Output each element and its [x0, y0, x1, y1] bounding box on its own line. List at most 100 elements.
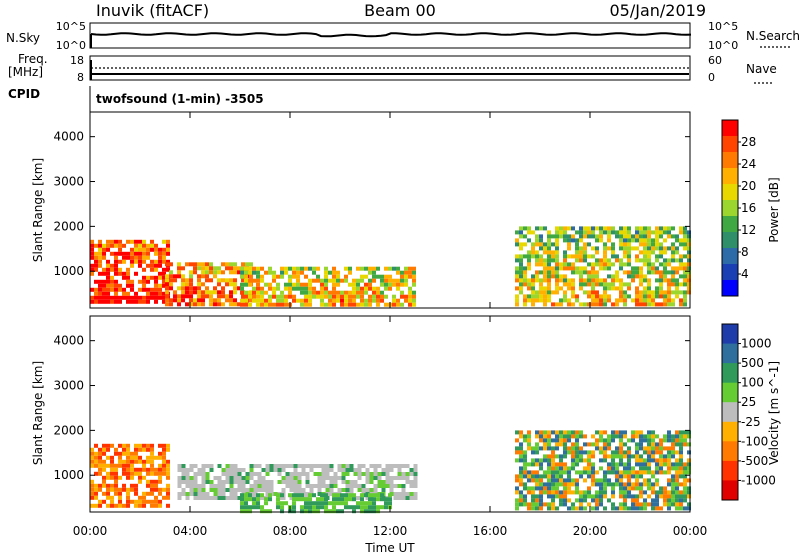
velocity-cell	[94, 443, 98, 448]
power-cell	[619, 290, 623, 295]
velocity-cell	[623, 474, 627, 479]
velocity-cell	[280, 505, 284, 510]
velocity-cell	[571, 502, 575, 507]
velocity-cell	[126, 443, 130, 448]
velocity-cell	[213, 476, 218, 480]
power-cell	[233, 298, 237, 303]
power-cell	[396, 298, 400, 303]
power-cell	[106, 243, 110, 248]
velocity-cell	[309, 488, 314, 492]
power-cell	[523, 294, 527, 299]
power-cell	[683, 242, 687, 247]
velocity-cell	[551, 498, 555, 503]
velocity-cell	[409, 484, 414, 488]
velocity-cell	[647, 458, 651, 463]
power-cell	[519, 278, 523, 283]
velocity-cell	[647, 438, 651, 443]
power-cell	[213, 302, 217, 307]
velocity-cell	[289, 480, 294, 484]
velocity-cell	[531, 446, 535, 451]
velocity-cell	[329, 488, 334, 492]
power-cell	[256, 282, 260, 287]
velocity-cell	[583, 506, 587, 511]
velocity-cell	[166, 503, 170, 508]
velocity-cell	[201, 472, 206, 476]
power-cell	[404, 278, 408, 283]
velocity-cell	[289, 472, 294, 476]
velocity-cell	[373, 464, 378, 468]
velocity-cell	[547, 466, 551, 471]
velocity-cell	[543, 434, 547, 439]
power-cell	[221, 290, 225, 295]
velocity-cell	[309, 468, 314, 472]
velocity-cell	[555, 490, 559, 495]
power-cell	[102, 295, 106, 300]
power-cell	[579, 286, 583, 291]
power-cell	[376, 302, 380, 307]
velocity-cell	[357, 468, 362, 472]
power-cell	[110, 243, 114, 248]
velocity-cell	[293, 468, 298, 472]
power-cell	[551, 250, 555, 255]
power-cell	[177, 266, 181, 271]
velocity-cell	[292, 493, 296, 498]
velocity-cell	[663, 434, 667, 439]
velocity-cell	[221, 488, 226, 492]
power-cell	[679, 282, 683, 287]
velocity-cell	[245, 476, 250, 480]
velocity-cell	[252, 505, 256, 510]
velocity-cell	[531, 458, 535, 463]
power-cell	[599, 278, 603, 283]
velocity-cell	[397, 476, 402, 480]
velocity-cell	[260, 505, 264, 510]
velocity-cell	[547, 458, 551, 463]
velocity-cell	[229, 488, 234, 492]
velocity-colorbar-swatch	[722, 480, 738, 501]
velocity-cell	[635, 442, 639, 447]
velocity-cell	[189, 464, 194, 468]
power-cell	[94, 259, 98, 264]
power-cell	[595, 238, 599, 243]
power-cell	[627, 274, 631, 279]
power-cell	[400, 290, 404, 295]
power-cell	[539, 270, 543, 275]
velocity-cell	[217, 488, 222, 492]
power-cell	[543, 294, 547, 299]
power-cell	[201, 274, 205, 279]
velocity-cell	[189, 484, 194, 488]
power-cell	[579, 238, 583, 243]
velocity-cell	[162, 443, 166, 448]
power-cell	[603, 258, 607, 263]
power-cell	[408, 290, 412, 295]
velocity-cell	[523, 458, 527, 463]
velocity-cell	[138, 455, 142, 460]
velocity-cell	[599, 458, 603, 463]
velocity-cell	[233, 488, 238, 492]
power-cell	[543, 226, 547, 231]
power-cell	[90, 267, 94, 272]
velocity-cell	[268, 493, 272, 498]
power-cell	[134, 295, 138, 300]
power-cell	[543, 290, 547, 295]
power-cell	[217, 282, 221, 287]
velocity-cell	[535, 434, 539, 439]
power-cell	[639, 274, 643, 279]
velocity-cell	[150, 491, 154, 496]
power-cell	[245, 294, 249, 299]
velocity-cell	[357, 488, 362, 492]
power-cell	[197, 282, 201, 287]
velocity-cell	[94, 491, 98, 496]
velocity-cell	[679, 502, 683, 507]
velocity-cell	[197, 496, 202, 500]
power-cell	[98, 263, 102, 268]
power-cell	[237, 266, 241, 271]
power-cell	[555, 254, 559, 259]
velocity-cell	[248, 493, 252, 498]
power-cell	[667, 234, 671, 239]
velocity-cell	[150, 487, 154, 492]
velocity-cell	[619, 470, 623, 475]
power-cell	[252, 270, 256, 275]
power-cell	[591, 234, 595, 239]
velocity-cell	[687, 470, 691, 475]
power-cell	[328, 290, 332, 295]
